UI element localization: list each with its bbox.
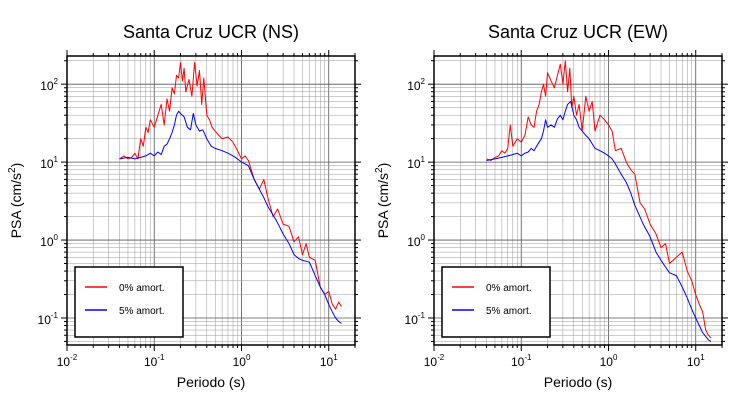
chart0-ytick-label: 102 [40,77,58,93]
chart1-xtick-label-exp: -1 [524,353,532,362]
chart0-series-line-0 [119,62,342,310]
chart0-ytick-label-exp: 0 [54,233,59,242]
chart0-xtick-label-exp: -1 [157,353,165,362]
chart0-ylabel-sup: 2 [7,167,18,173]
chart0-ytick-label: 10-1 [38,311,59,327]
chart1-title: Santa Cruz UCR (EW) [488,22,668,42]
chart1-ytick-label-base: 10 [407,157,421,171]
chart1-legend-label-1: 5% amort. [486,306,532,317]
chart1-legend: 0% amort. 5% amort. [441,266,551,338]
chart1-xtick-label: 100 [600,353,618,369]
chart0-ytick-label: 101 [40,155,58,171]
chart0-ytick-label-base: 10 [40,235,54,249]
chart0-ylabel: PSA (cm/s2) [7,163,24,239]
chart1-grid [433,56,723,345]
chart0-xtick-label-exp: -2 [70,353,78,362]
chart1-xtick-label-base: 10 [424,355,438,369]
chart0-xtick-label-exp: 0 [246,353,251,362]
chart1-xtick-label-exp: -2 [437,353,445,362]
chart0-legend-label-1: 5% amort. [119,306,165,317]
chart1-xtick-label-base: 10 [687,355,701,369]
chart1-ytick-label-base: 10 [405,313,419,327]
chart0-series-line-1 [119,110,342,324]
chart1-xtick-label: 101 [687,353,705,369]
chart0-legend-box [74,266,184,338]
chart0-title: Santa Cruz UCR (NS) [123,22,299,42]
chart1-xtick-label-base: 10 [600,355,614,369]
chart0-xtick-label: 101 [320,353,338,369]
chart0-legend: 0% amort. 5% amort. [74,266,184,338]
chart1-ytick-label-exp: 1 [421,155,426,164]
chart1-ytick-label-exp: 0 [421,233,426,242]
chart1-series [486,60,712,342]
chart1-xtick-label-base: 10 [511,355,525,369]
chart0-legend-label-0: 0% amort. [119,283,165,294]
chart1-legend-label-0: 0% amort. [486,283,532,294]
chart1-ylabel: PSA (cm/s2) [374,163,391,239]
chart1-ticks [428,50,728,351]
chart1-ylabel-sup: 2 [374,167,385,173]
chart0-xtick-label-base: 10 [320,355,334,369]
chart1-ytick-label-exp: -1 [418,311,426,320]
chart0-ytick-label-exp: 2 [54,77,59,86]
chart0-xtick-label-base: 10 [144,355,158,369]
chart0-ytick-label-exp: -1 [51,311,59,320]
chart1-ytick-label: 100 [407,233,425,249]
chart0-xtick-label-base: 10 [57,355,71,369]
chart1-ytick-label-exp: 2 [421,77,426,86]
chart0-xtick-label: 10-1 [144,353,165,369]
chart1-legend-box [441,266,551,338]
chart0-ytick-label-base: 10 [40,79,54,93]
chart1-ylabel-end: ) [375,163,391,168]
chart0-ytick-label-exp: 1 [54,155,59,164]
chart0-xtick-label-base: 10 [233,355,247,369]
chart0-ytick-label-base: 10 [40,157,54,171]
chart1-xtick-label-exp: 0 [613,353,618,362]
chart0-xtick-label: 100 [233,353,251,369]
chart0-frame [66,55,356,346]
chart1-ytick-label-base: 10 [407,79,421,93]
chart1-xlabel: Periodo (s) [544,374,612,390]
chart1-series-line-0 [486,60,712,339]
chart0-xtick-label-exp: 1 [333,353,338,362]
chart0-ticks [61,50,361,351]
chart1-ytick-label: 10-1 [405,311,426,327]
chart0-ylabel-main: PSA (cm/s [8,173,24,238]
chart0-series [119,62,342,324]
chart1-xtick-label-exp: 1 [700,353,705,362]
chart0-xtick-label: 10-2 [57,353,78,369]
chart1-xtick-label: 10-2 [424,353,445,369]
chart0-ytick-label: 100 [40,233,58,249]
chart0-ytick-label-base: 10 [38,313,52,327]
chart1-frame [433,55,723,346]
chart0-xlabel: Periodo (s) [177,374,245,390]
chart0-ylabel-end: ) [8,163,24,168]
chart1-xtick-label: 10-1 [511,353,532,369]
chart1-ytick-label: 101 [407,155,425,171]
chart1-ytick-label-base: 10 [407,235,421,249]
chart1-ylabel-main: PSA (cm/s [375,173,391,238]
chart1-ytick-label: 102 [407,77,425,93]
chart1-series-line-1 [486,101,712,342]
